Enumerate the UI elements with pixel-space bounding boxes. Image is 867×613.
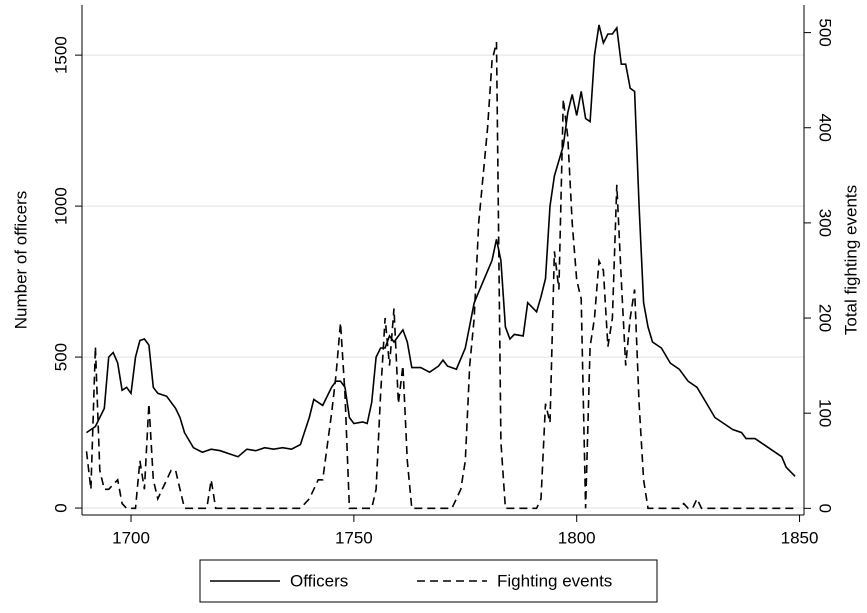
x-tick-label: 1850 — [781, 528, 819, 547]
legend-label: Fighting events — [497, 571, 612, 590]
y2-axis-label: Total fighting events — [841, 185, 860, 335]
x-tick-label: 1800 — [558, 528, 596, 547]
y-tick-label: 1500 — [51, 36, 70, 74]
y2-tick-label: 0 — [816, 504, 835, 513]
y-tick-label: 0 — [51, 503, 70, 512]
legend-label: Officers — [290, 571, 348, 590]
y2-tick-label: 200 — [816, 304, 835, 332]
y-axis-label: Number of officers — [11, 191, 30, 330]
y2-tick-label: 300 — [816, 209, 835, 237]
y-tick-label: 1000 — [51, 187, 70, 225]
y2-tick-label: 100 — [816, 399, 835, 427]
x-tick-label: 1700 — [112, 528, 150, 547]
x-tick-label: 1750 — [335, 528, 373, 547]
series-line — [85, 41, 796, 510]
y2-tick-label: 500 — [816, 18, 835, 46]
y2-tick-label: 400 — [816, 114, 835, 142]
y-tick-label: 500 — [51, 343, 70, 371]
series-line — [86, 24, 796, 477]
